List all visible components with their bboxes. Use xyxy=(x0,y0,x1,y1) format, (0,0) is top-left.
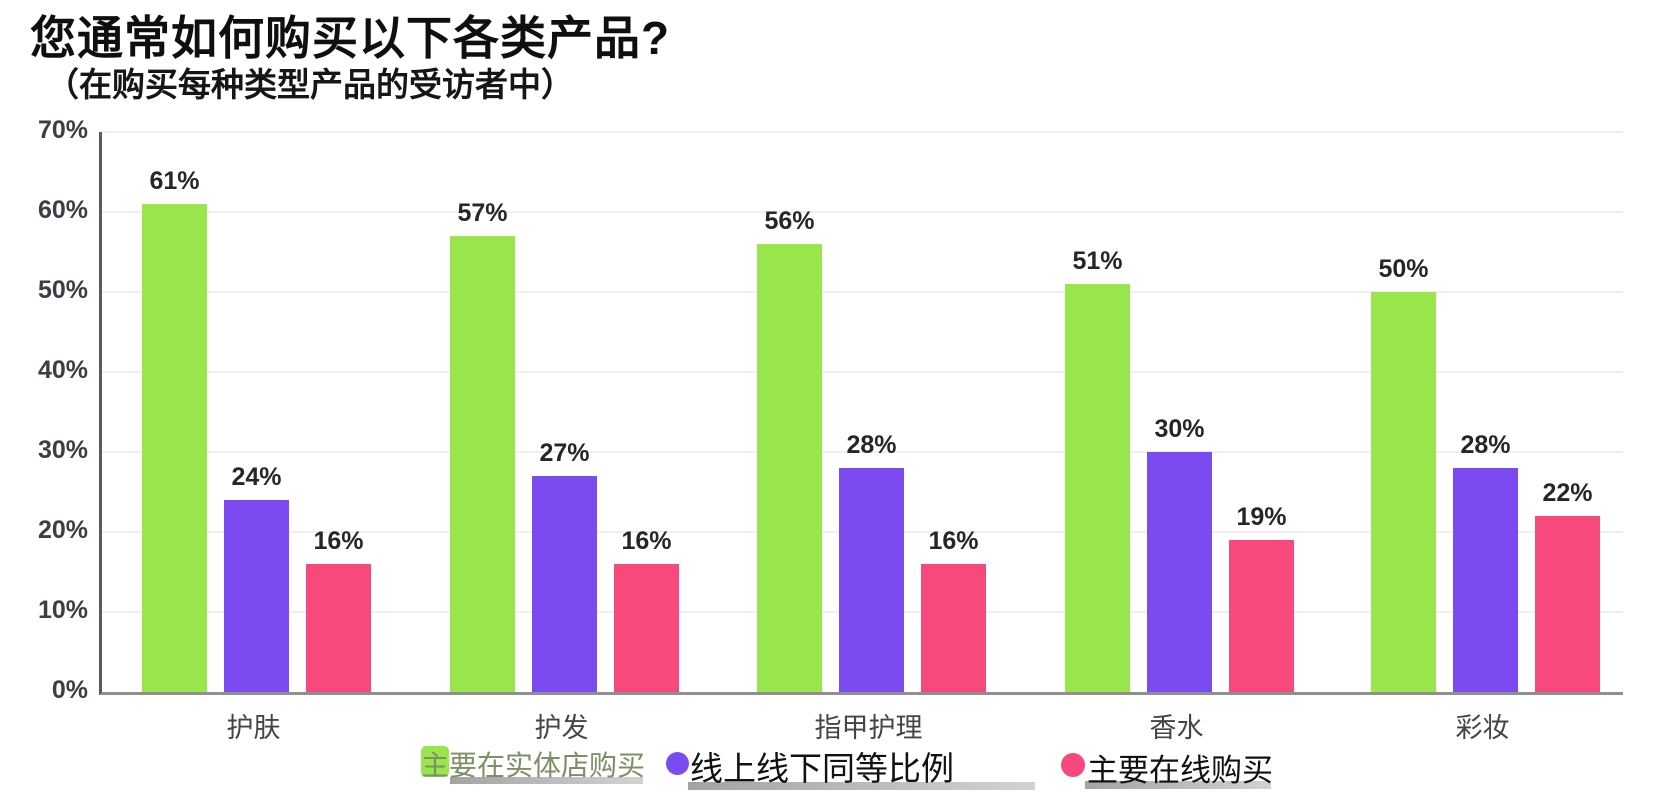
bar-column: 16% xyxy=(306,132,371,692)
legend-swatch-circle-pink xyxy=(1061,753,1085,777)
bar-column: 61% xyxy=(142,132,207,692)
bar-column: 51% xyxy=(1065,132,1130,692)
legend-label-online: 主要在线购买 xyxy=(1087,753,1273,788)
bar-value-label: 16% xyxy=(313,527,364,555)
gridline xyxy=(102,371,1623,373)
bar-value-label: 56% xyxy=(764,207,815,235)
gridline xyxy=(102,131,1623,133)
y-axis-tick-label: 20% xyxy=(37,516,88,544)
legend-label-equal-online-offline: 线上线下同等比例 xyxy=(690,750,954,787)
bar xyxy=(1147,452,1212,692)
bar-column: 16% xyxy=(921,132,986,692)
bar-value-label: 16% xyxy=(928,527,979,555)
bar-group: 57% 27% 16% xyxy=(450,132,679,692)
bar xyxy=(1065,284,1130,692)
bar-column: 56% xyxy=(757,132,822,692)
bar-column: 28% xyxy=(1453,132,1518,692)
gridline xyxy=(102,451,1623,453)
y-axis-tick-label: 0% xyxy=(51,676,88,704)
bar xyxy=(1229,540,1294,692)
x-axis-category-label: 护肤 xyxy=(226,713,281,743)
x-axis-category-label: 护发 xyxy=(534,713,589,743)
bar xyxy=(306,564,371,692)
plot-area: 61% 24% 16% 57% 27% 16% 56% 28% 16% 51% 30% 19% 50% 2… xyxy=(99,131,1623,695)
bar-value-label: 28% xyxy=(1460,431,1511,459)
bar-value-label: 57% xyxy=(457,199,508,227)
x-axis-category-label: 彩妆 xyxy=(1455,713,1510,743)
x-axis-category-label: 香水 xyxy=(1149,713,1204,743)
y-axis-tick-label: 40% xyxy=(37,356,88,384)
bar xyxy=(839,468,904,692)
legend-swatch-circle-purple xyxy=(666,752,689,775)
bar-column: 24% xyxy=(224,132,289,692)
legend-swatch-square-green xyxy=(421,746,449,777)
bar-column: 30% xyxy=(1147,132,1212,692)
bar-value-label: 30% xyxy=(1154,415,1205,443)
bar xyxy=(1453,468,1518,692)
bar-value-label: 16% xyxy=(621,527,672,555)
y-axis-tick-label: 10% xyxy=(37,596,88,624)
bar-column: 28% xyxy=(839,132,904,692)
bar-column: 22% xyxy=(1535,132,1600,692)
bar-value-label: 50% xyxy=(1378,255,1429,283)
y-axis-tick-label: 30% xyxy=(37,436,88,464)
bar-value-label: 51% xyxy=(1072,247,1123,275)
bar-column: 19% xyxy=(1229,132,1294,692)
gridline xyxy=(102,291,1623,293)
bar-value-label: 28% xyxy=(846,431,897,459)
bar-column: 27% xyxy=(532,132,597,692)
legend-item-online: 主要在线购买 xyxy=(1061,745,1273,790)
bar-group: 56% 28% 16% xyxy=(757,132,986,692)
bar xyxy=(224,500,289,692)
bar-group: 51% 30% 19% xyxy=(1065,132,1294,692)
y-axis-tick-label: 50% xyxy=(37,276,88,304)
legend-underline xyxy=(1085,781,1271,789)
bar-column: 16% xyxy=(614,132,679,692)
bar-column: 57% xyxy=(450,132,515,692)
legend-item-in-store: 主要在实体店购买 xyxy=(421,744,645,784)
chart-title: 您通常如何购买以下各类产品? xyxy=(30,12,671,64)
bar xyxy=(450,236,515,692)
legend-item-equal-online-offline: 线上线下同等比例 xyxy=(666,742,1035,790)
bar xyxy=(532,476,597,692)
chart-subtitle: （在购买每种类型产品的受访者中） xyxy=(46,66,574,103)
bar xyxy=(921,564,986,692)
bar-group: 61% 24% 16% xyxy=(142,132,371,692)
y-axis-tick-label: 60% xyxy=(37,196,88,224)
bar xyxy=(142,204,207,692)
bar-value-label: 22% xyxy=(1542,479,1593,507)
y-axis-tick-label: 70% xyxy=(37,116,88,144)
bar xyxy=(614,564,679,692)
bar-value-label: 27% xyxy=(539,439,590,467)
legend-underline xyxy=(450,777,643,784)
bar-column: 50% xyxy=(1371,132,1436,692)
bar xyxy=(757,244,822,692)
bar-group: 50% 28% 22% xyxy=(1371,132,1600,692)
gridline xyxy=(102,211,1623,213)
bar-value-label: 61% xyxy=(149,167,200,195)
bar-value-label: 19% xyxy=(1236,503,1287,531)
bar xyxy=(1371,292,1436,692)
x-axis-category-label: 指甲护理 xyxy=(814,713,923,743)
bar xyxy=(1535,516,1600,692)
legend-label-in-store: 主要在实体店购买 xyxy=(421,750,646,781)
legend-underline xyxy=(688,782,1035,790)
bar-value-label: 24% xyxy=(231,463,282,491)
